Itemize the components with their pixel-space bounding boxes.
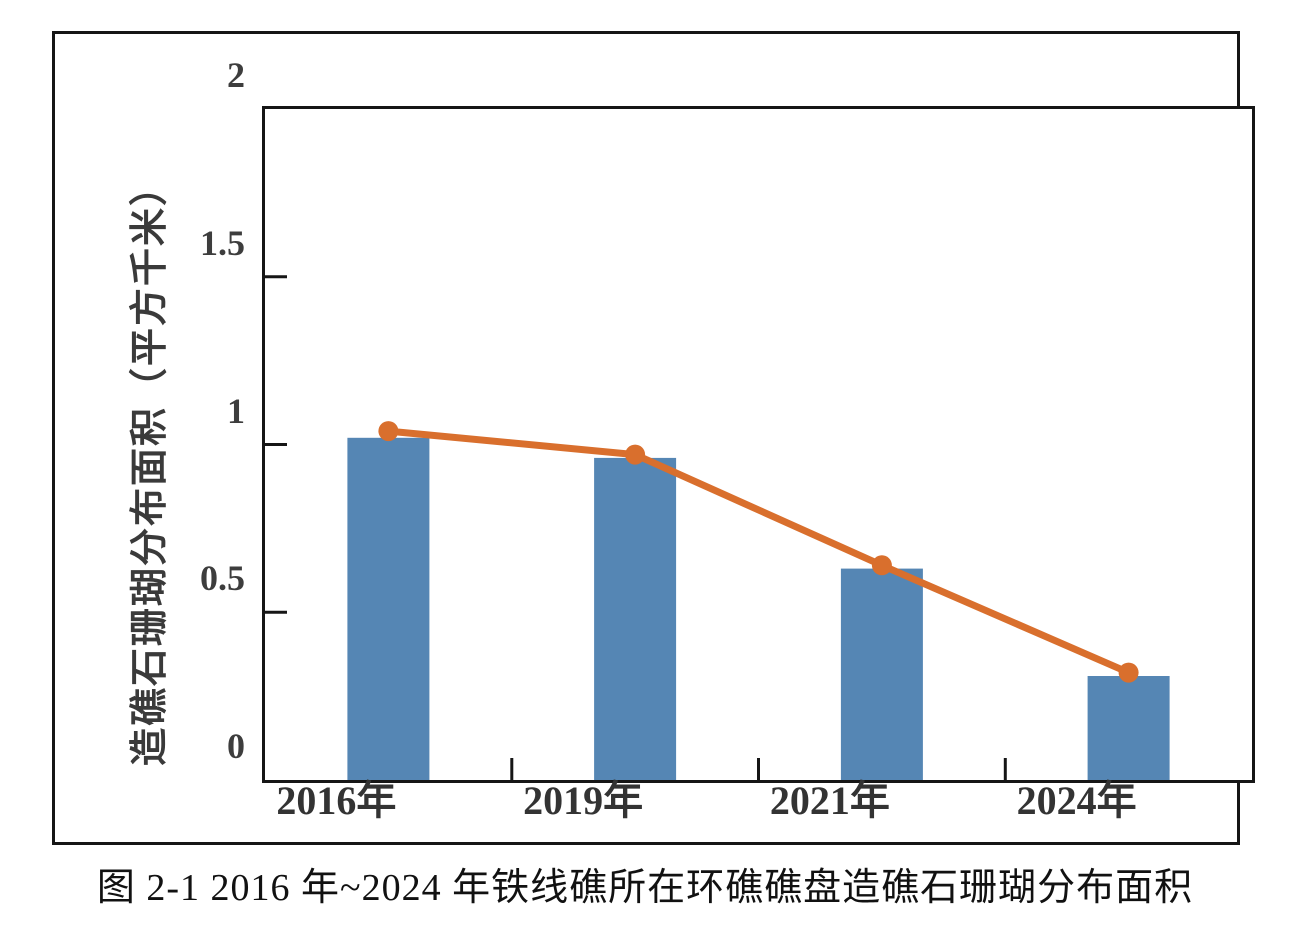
x-tick-label-2019年: 2019年 (523, 778, 644, 823)
bar-2021年 (840, 568, 923, 780)
line-marker-2019年 (625, 444, 646, 465)
y-tick-label-0.5: 0.5 (200, 558, 245, 599)
line-marker-2016年 (378, 421, 399, 442)
line-marker-2024年 (1118, 662, 1139, 683)
plot-area (262, 106, 1255, 783)
y-tick-label-1: 1 (227, 390, 245, 431)
bar-2024年 (1087, 676, 1170, 780)
y-tick-label-2: 2 (227, 55, 245, 95)
line-series (384, 427, 1133, 677)
figure-caption: 图 2-1 2016 年~2024 年铁线礁所在环礁礁盘造礁石珊瑚分布面积 (96, 867, 1194, 909)
x-tick-label-2016年: 2016年 (276, 778, 397, 823)
x-tick-label-2024年: 2024年 (1016, 778, 1137, 823)
chart-canvas (265, 275, 1170, 780)
y-tick-label-1.5: 1.5 (200, 222, 245, 263)
y-tick-label-0: 0 (227, 726, 245, 766)
bar-2019年 (594, 457, 677, 780)
line-marker-2021年 (871, 555, 892, 576)
chart-outer-border: 造礁石珊瑚分布面积（平方千米） 0 0.5 1 1.5 2 2016年 2019年 2021… (52, 31, 1255, 845)
x-tick-label-2021年: 2021年 (769, 778, 890, 823)
bar-2016年 (347, 437, 430, 780)
